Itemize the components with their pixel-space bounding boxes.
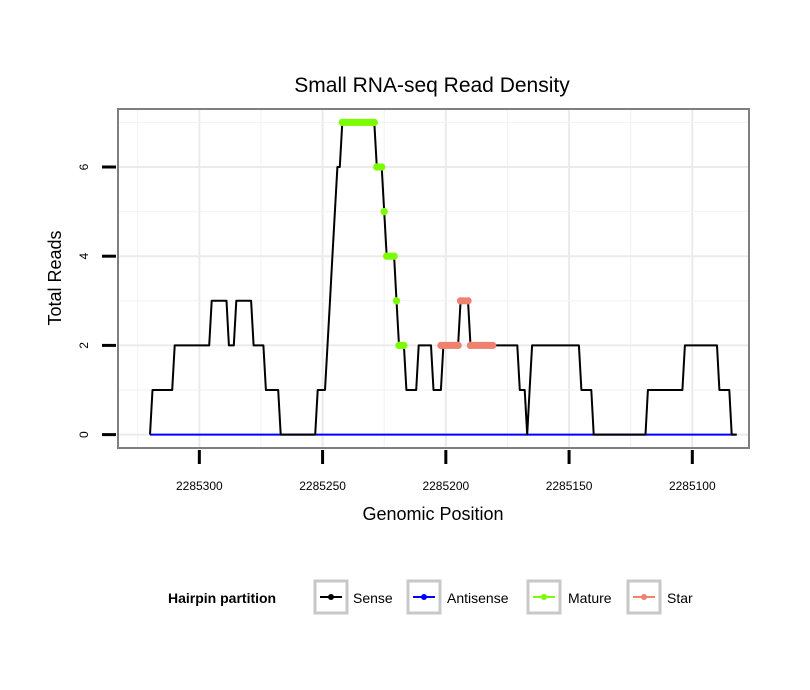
legend-key-dot bbox=[421, 594, 427, 600]
legend-item-mature: Mature bbox=[526, 579, 612, 615]
series-point-mature bbox=[392, 297, 401, 305]
plot-border bbox=[117, 108, 750, 449]
series-point-mature bbox=[390, 252, 398, 260]
legend-item-sense: Sense bbox=[313, 579, 393, 615]
x-tick-label: 2285250 bbox=[299, 479, 346, 493]
series-point-mature bbox=[380, 208, 388, 216]
series-point-mature bbox=[370, 118, 378, 126]
series-point-star bbox=[454, 341, 462, 349]
chart-title: Small RNA-seq Read Density bbox=[294, 74, 570, 97]
y-tick-label: 2 bbox=[77, 342, 91, 349]
x-tick-label: 2285150 bbox=[546, 479, 593, 493]
legend-title: Hairpin partition bbox=[168, 590, 276, 606]
legend-label: Sense bbox=[353, 590, 393, 606]
x-axis: 2285300 2285250 2285200 2285150 2285100 bbox=[176, 450, 716, 493]
legend-key-dot bbox=[328, 594, 334, 600]
x-axis-title: Genomic Position bbox=[362, 504, 503, 524]
y-axis-title: Total Reads bbox=[45, 230, 65, 325]
legend-label: Antisense bbox=[447, 590, 509, 606]
y-tick-label: 4 bbox=[77, 253, 91, 260]
y-tick-label: 0 bbox=[77, 431, 91, 438]
legend-item-antisense: Antisense bbox=[406, 579, 509, 615]
y-axis: 0 2 4 6 bbox=[77, 163, 116, 438]
legend: Hairpin partition Sense Antisense Mature St… bbox=[168, 579, 693, 615]
series-point-star bbox=[489, 341, 497, 349]
y-tick-label: 6 bbox=[77, 163, 91, 170]
legend-label: Mature bbox=[568, 590, 612, 606]
series-point-star bbox=[464, 297, 472, 305]
series-point-mature bbox=[378, 163, 386, 171]
x-tick-label: 2285300 bbox=[176, 479, 223, 493]
x-tick-label: 2285100 bbox=[669, 479, 716, 493]
series-point-mature bbox=[400, 341, 408, 349]
legend-key-dot bbox=[641, 594, 647, 600]
legend-key-dot bbox=[541, 594, 547, 600]
plot-panel bbox=[118, 109, 749, 448]
x-tick-label: 2285200 bbox=[422, 479, 469, 493]
legend-label: Star bbox=[667, 590, 693, 606]
series-layer bbox=[149, 118, 737, 436]
legend-item-star: Star bbox=[626, 579, 693, 615]
